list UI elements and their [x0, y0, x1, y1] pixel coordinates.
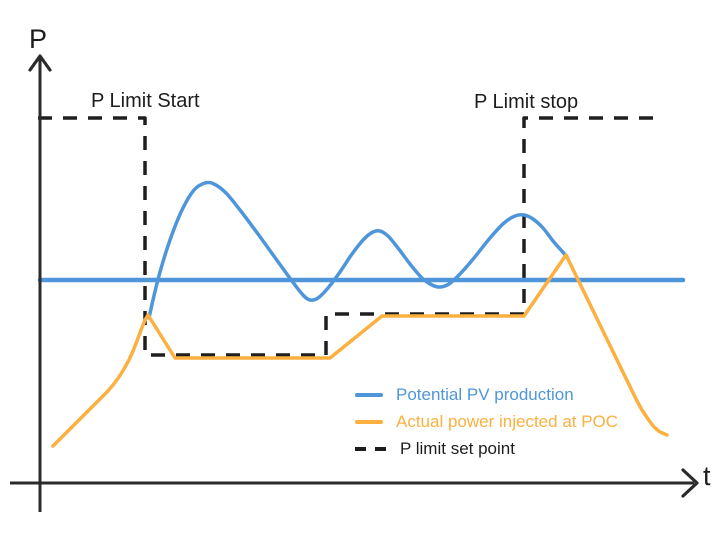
annotation-p-limit-start: P Limit Start [91, 90, 200, 112]
legend-line-solid-blue-icon [355, 392, 383, 397]
x-axis-label: t [703, 461, 711, 491]
legend: Potential PV production Actual power inj… [355, 381, 618, 462]
potential-pv-curve [147, 180, 569, 320]
y-axis-arrow-icon [28, 54, 52, 72]
actual-power-curve [51, 253, 669, 448]
legend-line-solid-orange-icon [355, 419, 383, 424]
legend-label: P limit set point [400, 438, 515, 458]
x-axis-arrow-icon [681, 468, 699, 498]
legend-line-dashed-black-icon [355, 446, 387, 451]
p-limit-setpoint-line [38, 116, 663, 357]
legend-label: Potential PV production [396, 384, 574, 404]
annotation-p-limit-stop: P Limit stop [474, 91, 579, 113]
y-axis-label: P [29, 24, 48, 54]
legend-item-p-limit-setpoint: P limit set point [355, 435, 618, 462]
legend-label: Actual power injected at POC [396, 411, 619, 431]
legend-item-potential-pv: Potential PV production [355, 381, 618, 408]
legend-item-actual-power: Actual power injected at POC [355, 408, 618, 435]
